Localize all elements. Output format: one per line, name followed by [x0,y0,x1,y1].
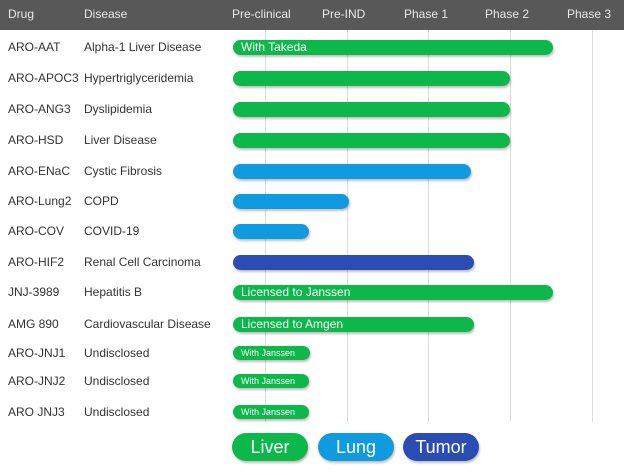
disease-label: COVID-19 [84,224,140,238]
disease-label: Cystic Fibrosis [84,164,163,178]
pipeline-bar: With Janssen [233,374,309,388]
table-header: Drug Disease Pre-clinical Pre-IND Phase … [0,0,624,30]
pipeline-bar: Licensed to Amgen [233,317,475,332]
pipeline-bar [233,224,309,239]
disease-label: Hepatitis B [84,285,143,299]
drug-label: ARO-HIF2 [8,255,65,269]
drug-label: JNJ-3989 [8,285,60,299]
header-drug: Drug [8,7,35,21]
header-preclinical: Pre-clinical [232,7,291,21]
pipeline-bar [233,255,475,270]
header-phase3: Phase 3 [567,7,612,21]
pipeline-bar [233,71,511,86]
drug-label: ARO-APOC3 [8,71,79,85]
grid-line [510,30,511,422]
pipeline-bar: With Takeda [233,40,554,55]
disease-label: Cardiovascular Disease [84,317,211,331]
drug-label: ARO-ANG3 [8,102,71,116]
grid-line [347,30,348,422]
pipeline-bar [233,133,511,148]
drug-label: ARO-JNJ2 [8,374,66,388]
disease-label: Liver Disease [84,133,157,147]
pipeline-bar: Licensed to Janssen [233,285,554,300]
disease-label: Undisclosed [84,346,150,360]
legend-liver: Liver [232,433,308,461]
drug-label: ARO-JNJ1 [8,346,66,360]
drug-label: AMG 890 [8,317,59,331]
drug-label: ARO-AAT [8,40,61,54]
pipeline-bar: With Janssen [233,405,309,419]
header-preind: Pre-IND [322,7,366,21]
grid-line [428,30,429,422]
disease-label: Alpha-1 Liver Disease [84,40,202,54]
pipeline-bar [233,164,471,179]
disease-label: Renal Cell Carcinoma [84,255,201,269]
disease-label: Hypertriglyceridemia [84,71,194,85]
drug-label: ARO-ENaC [8,164,71,178]
drug-label: ARO-COV [8,224,65,238]
legend-tumor: Tumor [403,433,479,461]
grid-line [592,30,593,422]
disease-label: COPD [84,194,119,208]
header-phase2: Phase 2 [485,7,530,21]
pipeline-bar: With Janssen [233,346,310,360]
disease-label: Undisclosed [84,405,150,419]
disease-label: Undisclosed [84,374,150,388]
pipeline-bar [233,194,349,209]
drug-label: ARO-HSD [8,133,64,147]
header-disease: Disease [84,7,128,21]
drug-label: ARO JNJ3 [8,405,65,419]
pipeline-bar [233,102,511,117]
legend-lung: Lung [318,433,394,461]
disease-label: Dyslipidemia [84,102,153,116]
header-phase1: Phase 1 [404,7,449,21]
drug-label: ARO-Lung2 [8,194,72,208]
